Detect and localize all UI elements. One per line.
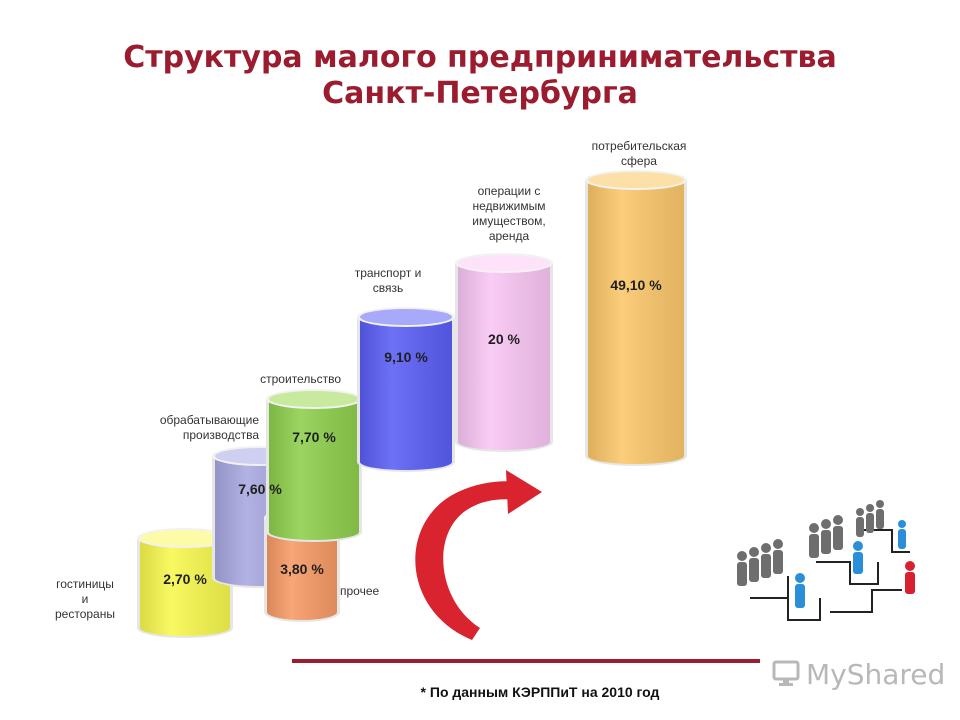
footnote: * По данным КЭРППиТ на 2010 год: [420, 684, 660, 700]
value-label: 2,70 %: [163, 571, 207, 587]
cylinder-bar: [266, 389, 362, 542]
cylinder-bar: [137, 528, 233, 638]
category-label: гостиницы и рестораны: [55, 577, 115, 621]
curved-arrow-icon: [415, 470, 542, 640]
footnote-divider: [292, 659, 760, 663]
monitor-icon: [772, 660, 800, 686]
cylinder-bar: [455, 253, 553, 452]
category-label: строительство: [260, 372, 341, 386]
chart-title-line-1: Структура малого предпринимательства: [123, 40, 837, 75]
value-label: 9,10 %: [384, 349, 428, 365]
value-label: 49,10 %: [610, 277, 662, 293]
value-label: 7,60 %: [238, 481, 282, 497]
category-label: обрабатывающие производства: [160, 413, 260, 442]
category-label: операции с недвижимым имуществом, аренда: [472, 184, 546, 243]
cylinder-bar: [585, 170, 687, 466]
watermark: MyShared: [772, 656, 946, 692]
category-label: потребительская сфера: [592, 139, 687, 168]
chart-title: Структура малого предпринимательства Сан…: [0, 40, 960, 112]
business-people-icon: [737, 500, 915, 621]
chart-title-line-2: Санкт-Петербурга: [322, 76, 638, 111]
watermark-text: MyShared: [806, 658, 946, 691]
value-label: 7,70 %: [292, 429, 336, 445]
cylinder-bar: [357, 307, 455, 472]
value-label: 3,80 %: [280, 561, 324, 577]
value-label: 20 %: [488, 331, 520, 347]
category-label: транспорт и связь: [355, 266, 422, 295]
category-label: прочее: [340, 584, 380, 598]
